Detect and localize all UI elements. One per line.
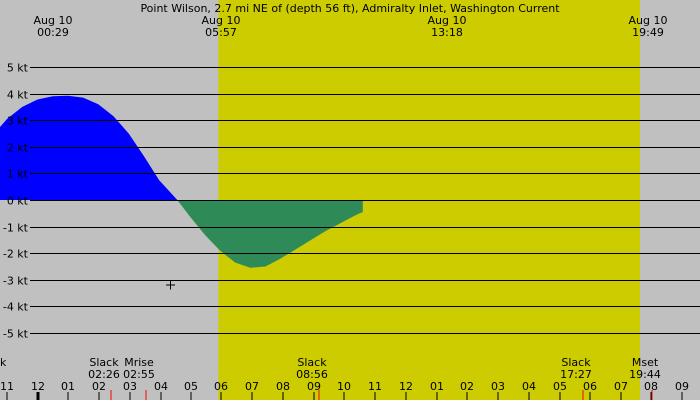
x-tick-label: 09 xyxy=(307,380,321,393)
x-tick-label: 04 xyxy=(154,380,168,393)
y-tick-label: 2 kt xyxy=(7,142,29,155)
x-tick-label: 06 xyxy=(214,380,228,393)
top-annotation-time: 13:18 xyxy=(431,26,463,39)
x-tick-label: 07 xyxy=(614,380,628,393)
x-tick-label: 03 xyxy=(491,380,505,393)
y-tick-label: -4 kt xyxy=(3,301,29,314)
y-tick-label: 0 kt xyxy=(7,195,29,208)
event-label: Mrise xyxy=(124,356,154,369)
top-annotation-date: Aug 10 xyxy=(629,14,668,27)
top-annotation-time: 00:29 xyxy=(37,26,69,39)
x-tick-label: 04 xyxy=(522,380,536,393)
x-tick-label: 07 xyxy=(245,380,259,393)
event-time: 02:55 xyxy=(123,368,155,381)
top-annotation-time: 05:57 xyxy=(205,26,237,39)
event-label: k xyxy=(0,356,7,369)
x-tick-label: 03 xyxy=(123,380,137,393)
x-tick-label: 05 xyxy=(553,380,567,393)
ebb-area-3 xyxy=(177,200,363,268)
grid-layer xyxy=(30,67,700,334)
top-annotation-date: Aug 10 xyxy=(202,14,241,27)
x-tick-label: 08 xyxy=(644,380,658,393)
y-tick-label: -3 kt xyxy=(3,275,29,288)
y-tick-label: 5 kt xyxy=(7,62,29,75)
x-tick-label: 12 xyxy=(31,380,45,393)
event-time: 08:56 xyxy=(296,368,328,381)
event-time: 17:27 xyxy=(560,368,592,381)
event-label: Mset xyxy=(632,356,659,369)
event-time: 19:44 xyxy=(629,368,661,381)
y-axis-labels: 5 kt 4 kt 3 kt 2 kt 1 kt 0 kt -1 kt -2 kt -3 kt -… xyxy=(3,62,29,341)
x-tick-label: 10 xyxy=(337,380,351,393)
y-tick-label: -2 kt xyxy=(3,248,29,261)
top-annotation-date: Aug 10 xyxy=(428,14,467,27)
event-label: Slack xyxy=(297,356,327,369)
bottom-events: k Slack02:26Mrise02:55Slack08:56Slack17:2… xyxy=(0,356,661,400)
event-label: Slack xyxy=(89,356,119,369)
x-tick-label: 09 xyxy=(675,380,689,393)
y-tick-label: 3 kt xyxy=(7,115,29,128)
x-tick-label: 11 xyxy=(368,380,382,393)
y-tick-label: 1 kt xyxy=(7,168,29,181)
x-tick-label: 06 xyxy=(583,380,597,393)
y-tick-label: -5 kt xyxy=(3,328,29,341)
crosshair-marker xyxy=(166,280,175,290)
x-tick-label: 05 xyxy=(184,380,198,393)
x-tick-label: 01 xyxy=(61,380,75,393)
x-tick-label: 02 xyxy=(460,380,474,393)
x-tick-label: 01 xyxy=(430,380,444,393)
x-tick-label: 02 xyxy=(92,380,106,393)
x-tick-label: 08 xyxy=(276,380,290,393)
y-tick-label: -1 kt xyxy=(3,222,29,235)
x-axis-labels: 8111201020304050607080910111201020304050… xyxy=(0,380,689,400)
event-label: Slack xyxy=(561,356,591,369)
event-time: 02:26 xyxy=(88,368,120,381)
top-annotation-time: 19:49 xyxy=(632,26,664,39)
x-tick-label: 12 xyxy=(399,380,413,393)
chart-title: Point Wilson, 2.7 mi NE of (depth 56 ft)… xyxy=(140,2,560,15)
top-annotation-date: Aug 10 xyxy=(34,14,73,27)
x-tick-label: 11 xyxy=(0,380,14,393)
y-tick-label: 4 kt xyxy=(7,89,29,102)
